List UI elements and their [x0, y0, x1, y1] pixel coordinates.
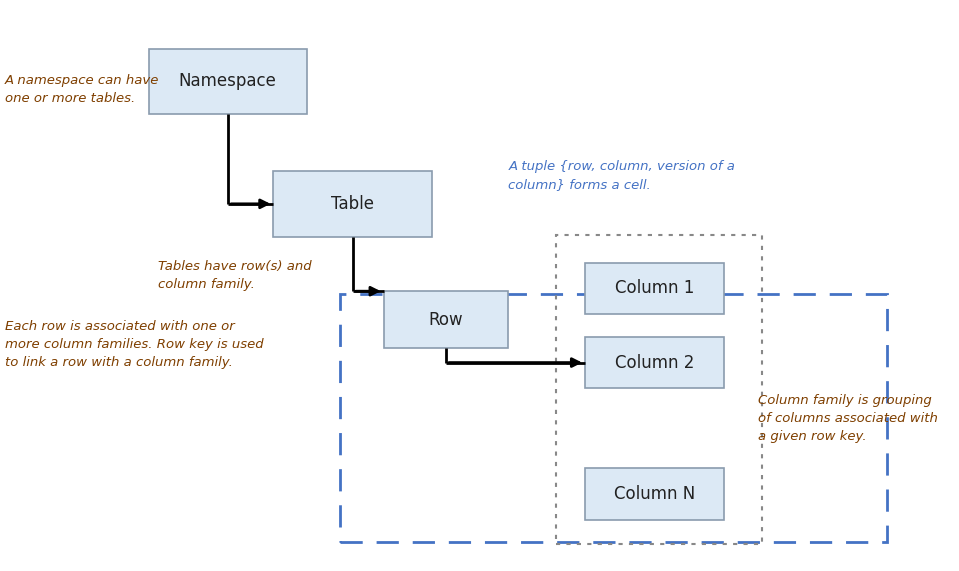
Text: A tuple {row, column, version of a
column} forms a cell.: A tuple {row, column, version of a colum…	[508, 160, 736, 191]
FancyBboxPatch shape	[585, 337, 724, 388]
Text: Column N: Column N	[614, 485, 695, 503]
Text: Column 1: Column 1	[615, 279, 694, 297]
Text: Namespace: Namespace	[178, 73, 277, 90]
FancyBboxPatch shape	[585, 468, 724, 520]
FancyBboxPatch shape	[384, 291, 508, 348]
Text: Table: Table	[331, 195, 374, 213]
Text: Column family is grouping
of columns associated with
a given row key.: Column family is grouping of columns ass…	[758, 394, 938, 443]
Text: Tables have row(s) and
column family.: Tables have row(s) and column family.	[158, 260, 312, 291]
Text: Column 2: Column 2	[615, 353, 694, 372]
FancyBboxPatch shape	[585, 263, 724, 314]
FancyBboxPatch shape	[273, 171, 432, 237]
Text: Row: Row	[429, 311, 463, 329]
Bar	[556, 235, 762, 544]
Bar	[340, 294, 887, 542]
FancyBboxPatch shape	[149, 49, 307, 114]
Text: Each row is associated with one or
more column families. Row key is used
to link: Each row is associated with one or more …	[5, 320, 264, 369]
Text: A namespace can have
one or more tables.: A namespace can have one or more tables.	[5, 74, 159, 105]
